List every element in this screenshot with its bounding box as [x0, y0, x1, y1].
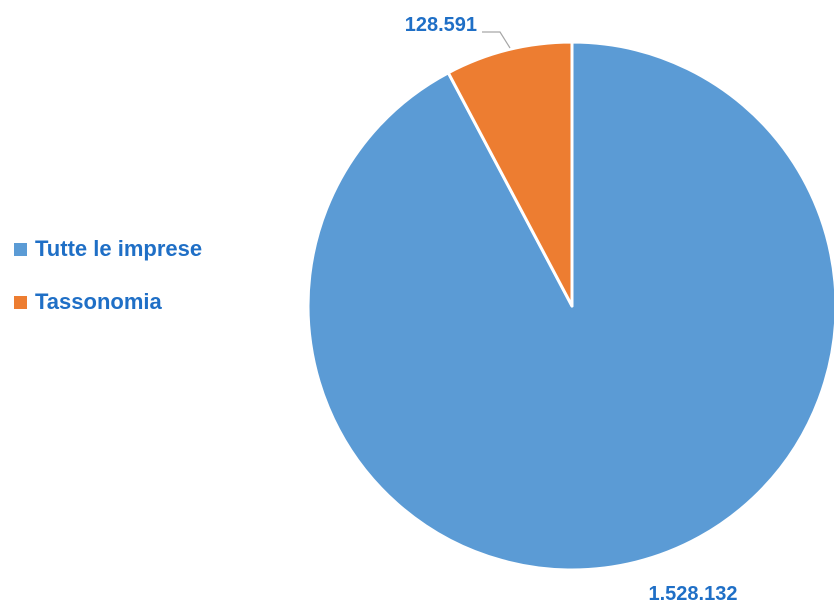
pie-slice-tassonomia — [446, 40, 574, 308]
legend-swatch-tutte-le-imprese — [14, 242, 27, 256]
data-label-tutte-le-imprese: 1.528.132 — [649, 583, 738, 605]
leader-line-tassonomia — [482, 31, 511, 49]
legend-label-tutte-le-imprese: Tutte le imprese — [35, 236, 203, 261]
legend-label-tassonomia: Tassonomia — [35, 289, 162, 314]
legend-item-tutte-le-imprese: Tutte le imprese — [14, 234, 202, 264]
data-label-tassonomia: 128.591 — [405, 14, 477, 36]
pie-slices — [306, 40, 834, 572]
legend-swatch-tassonomia — [14, 295, 27, 309]
legend-item-tassonomia: Tassonomia — [14, 287, 202, 317]
legend: Tutte le imprese Tassonomia — [14, 234, 202, 340]
